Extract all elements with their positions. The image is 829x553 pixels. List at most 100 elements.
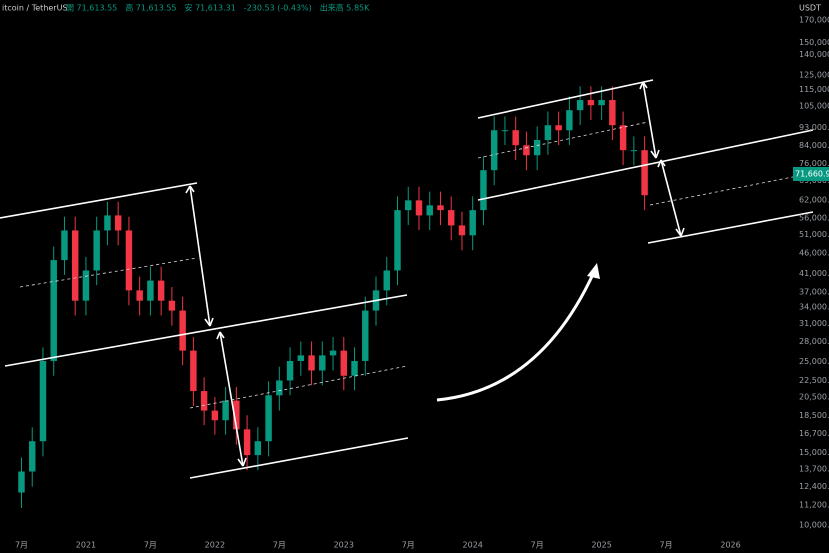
candle-body bbox=[29, 441, 36, 472]
arrow-head bbox=[639, 81, 660, 159]
x-tick-label: 2024 bbox=[463, 541, 483, 550]
y-tick-label: 140,000.00 bbox=[799, 50, 829, 59]
last-price-label: 71,660.91 bbox=[795, 169, 829, 178]
y-tick-label: 150,000.00 bbox=[799, 38, 829, 47]
candle-body bbox=[458, 225, 466, 236]
arrow bbox=[189, 185, 211, 327]
candle-body bbox=[114, 215, 122, 231]
candle-body bbox=[480, 170, 487, 211]
y-tick-label: 28,000.00 bbox=[799, 337, 829, 346]
candle-body bbox=[383, 270, 390, 291]
legend-value: 安 71,613.31 bbox=[185, 3, 236, 13]
candle-body bbox=[18, 471, 25, 493]
y-tick-label: 51,000.00 bbox=[799, 230, 829, 239]
last-price-box bbox=[793, 166, 829, 181]
candle-body bbox=[351, 360, 358, 376]
candle-body bbox=[447, 210, 455, 226]
channel-line bbox=[477, 79, 654, 119]
y-tick-label: 62,000.00 bbox=[799, 195, 829, 204]
candle-body bbox=[555, 125, 562, 131]
candles bbox=[18, 86, 648, 509]
candle-body bbox=[308, 355, 315, 371]
y-tick-label: 56,000.00 bbox=[799, 213, 829, 222]
y-tick-label: 16,700.00 bbox=[799, 429, 829, 438]
legend-value: 出来高 5.85K bbox=[320, 3, 370, 13]
y-tick-label: 125,000.00 bbox=[799, 70, 829, 79]
channel-line bbox=[647, 211, 814, 244]
y-tick-label: 41,000.00 bbox=[799, 269, 829, 278]
annotations bbox=[0, 79, 814, 479]
channel-mid bbox=[649, 172, 814, 206]
arrow bbox=[642, 81, 657, 159]
candle-body bbox=[297, 355, 305, 361]
candle-body bbox=[609, 100, 616, 126]
candle-body bbox=[426, 205, 433, 216]
candle-body bbox=[200, 391, 208, 411]
channel-mid bbox=[477, 121, 649, 159]
x-tick-label: 7月 bbox=[531, 541, 544, 550]
x-tick-label: 7月 bbox=[402, 541, 415, 550]
candle-body bbox=[276, 380, 283, 396]
candle-body bbox=[211, 410, 219, 421]
x-tick-label: 7月 bbox=[144, 541, 157, 550]
candle-body bbox=[512, 130, 519, 146]
candle-body bbox=[329, 350, 337, 356]
channel-line bbox=[4, 294, 408, 367]
candle-body bbox=[501, 130, 509, 132]
y-tick-label: 37,000.00 bbox=[799, 287, 829, 296]
candle-body bbox=[490, 130, 498, 171]
arrow-head bbox=[657, 159, 685, 237]
y-tick-label: 115,000.00 bbox=[799, 85, 829, 94]
x-tick-label: 2023 bbox=[334, 541, 354, 550]
y-tick-label: 93,000.00 bbox=[799, 123, 829, 132]
arrow-head bbox=[185, 185, 214, 327]
candle-body bbox=[587, 100, 595, 106]
x-tick-label: 2025 bbox=[591, 541, 611, 550]
y-tick-label: 84,000.00 bbox=[799, 141, 829, 150]
x-tick-label: 2021 bbox=[76, 541, 96, 550]
candle-body bbox=[104, 215, 111, 231]
candle-body bbox=[319, 355, 326, 371]
candle-body bbox=[39, 360, 47, 442]
y-tick-label: 11,200.00 bbox=[799, 500, 829, 509]
candle-body bbox=[254, 441, 262, 456]
candle-body bbox=[243, 429, 251, 456]
candle-body bbox=[566, 110, 573, 131]
candle-body bbox=[93, 230, 100, 271]
y-tick-label: 20,500.00 bbox=[799, 393, 829, 402]
channel-line bbox=[189, 437, 409, 479]
y-tick-label: 31,000.00 bbox=[799, 319, 829, 328]
candle-body bbox=[523, 145, 530, 156]
candle-body bbox=[340, 350, 348, 376]
candle-body bbox=[619, 125, 627, 151]
candle-body bbox=[437, 205, 444, 211]
y-tick-label: 25,000.00 bbox=[799, 357, 829, 366]
candle-body bbox=[125, 230, 133, 291]
legend-value: 開 71,613.55 bbox=[66, 4, 117, 13]
candle-body bbox=[147, 280, 154, 301]
candle-body bbox=[598, 100, 605, 106]
channel-line bbox=[0, 182, 198, 219]
candle-body bbox=[233, 400, 240, 430]
candle-body bbox=[362, 310, 369, 361]
candle-body bbox=[469, 210, 476, 236]
y-tick-label: 76,000.00 bbox=[799, 159, 829, 168]
arrow-head bbox=[216, 331, 247, 467]
y-tick-label: 12,400.00 bbox=[799, 482, 829, 491]
x-tick-label: 2026 bbox=[720, 541, 740, 550]
symbol: itcoin / TetherUS bbox=[2, 4, 68, 13]
candle-body bbox=[544, 125, 552, 141]
x-tick-label: 2022 bbox=[205, 541, 225, 550]
arrow bbox=[660, 159, 682, 237]
y-tick-label: 13,700.00 bbox=[799, 464, 829, 473]
candle-body bbox=[405, 200, 412, 211]
candle-body bbox=[50, 260, 57, 361]
y-tick-label: 10,000.00 bbox=[799, 521, 829, 530]
candle-body bbox=[168, 300, 176, 311]
legend-value: 高 71,613.55 bbox=[125, 3, 176, 13]
candle-body bbox=[71, 230, 79, 301]
candle-body bbox=[415, 200, 423, 216]
candle-body bbox=[286, 360, 294, 381]
